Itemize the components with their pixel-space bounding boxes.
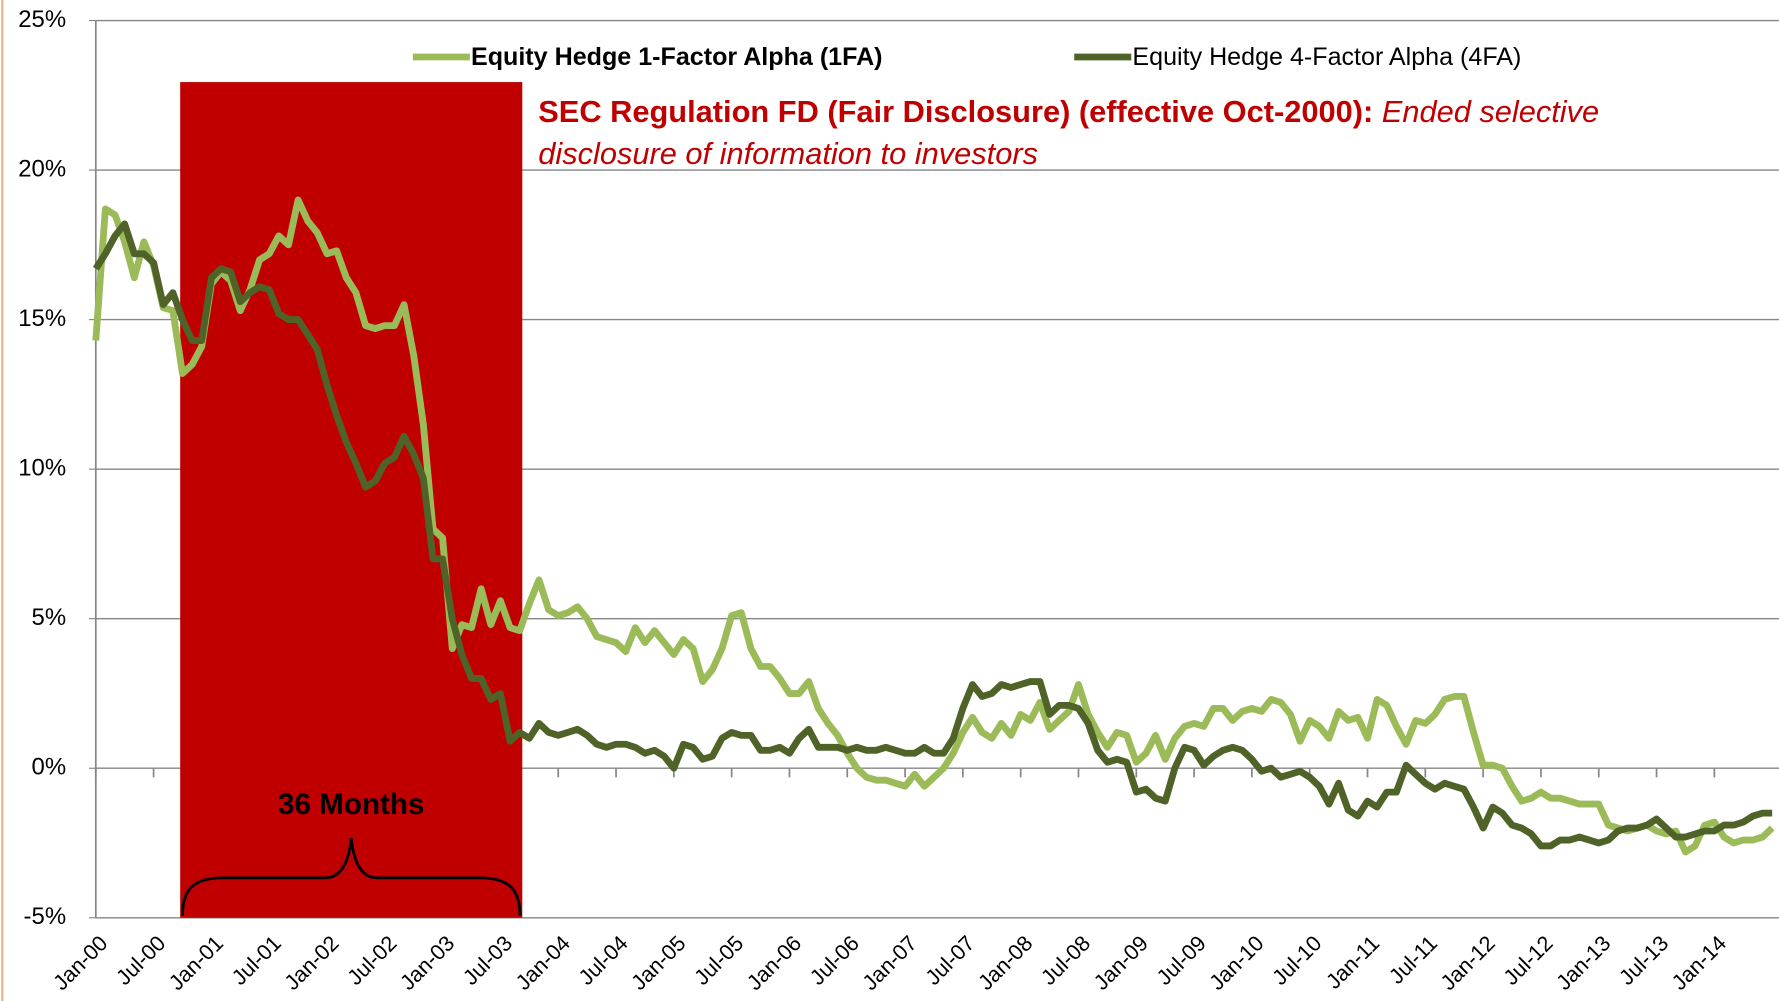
- x-tick-label: Jan-09: [1088, 930, 1153, 994]
- y-tick-label: 15%: [18, 305, 66, 332]
- x-tick-label: Jan-02: [279, 930, 344, 994]
- annotation-title: SEC Regulation FD (Fair Disclosure) (eff…: [538, 94, 1374, 129]
- series-line: [92, 196, 1775, 856]
- x-tick-label: Jan-00: [48, 930, 113, 994]
- legend-label: Equity Hedge 1-Factor Alpha (1FA): [471, 43, 883, 71]
- y-tick-label: 20%: [18, 155, 66, 182]
- x-tick-label: Jul-03: [458, 930, 517, 989]
- x-tick-label: Jan-04: [510, 930, 575, 994]
- series-line: [92, 220, 1773, 850]
- x-tick-label: Jan-03: [395, 930, 460, 994]
- x-tick-label: Jul-09: [1151, 930, 1210, 989]
- y-tick-label: 10%: [18, 454, 66, 481]
- annotation: SEC Regulation FD (Fair Disclosure) (eff…: [538, 91, 1678, 175]
- x-tick-label: Jul-02: [342, 930, 401, 989]
- x-tick-label: Jan-13: [1551, 930, 1616, 994]
- period-brace: [181, 837, 522, 916]
- x-tick-label: Jan-08: [973, 930, 1038, 994]
- y-tick-label: 25%: [18, 6, 66, 33]
- x-tick-label: Jan-07: [857, 930, 922, 994]
- x-tick-label: Jul-05: [689, 930, 748, 989]
- period-label: 36 Months: [278, 788, 425, 821]
- x-tick-label: Jul-13: [1614, 930, 1673, 989]
- x-tick-label: Jan-11: [1321, 930, 1384, 993]
- x-tick-label: Jan-12: [1435, 930, 1500, 994]
- plot: Equity Hedge 1-Factor Alpha (1FA) Equity …: [92, 43, 1775, 856]
- annotation-text: SEC Regulation FD (Fair Disclosure) (eff…: [538, 91, 1678, 175]
- legend-label: Equity Hedge 4-Factor Alpha (4FA): [1132, 43, 1521, 71]
- regulation-period: [180, 82, 523, 918]
- x-tick-label: Jul-07: [920, 930, 979, 989]
- y-tick-label: 5%: [32, 604, 67, 631]
- x-tick-label: Jul-10: [1267, 930, 1326, 989]
- y-tick-label: 0%: [32, 754, 67, 781]
- x-tick-label: Jul-06: [805, 930, 864, 989]
- x-tick-label: Jan-14: [1667, 930, 1732, 994]
- y-tick-label: -5%: [24, 903, 67, 930]
- x-tick-label: Jul-12: [1498, 930, 1557, 989]
- x-tick-label: Jul-01: [227, 930, 286, 989]
- x-tick-label: Jul-04: [573, 930, 632, 989]
- x-tick-label: Jan-10: [1204, 930, 1269, 994]
- x-tick-label: Jul-08: [1036, 930, 1095, 989]
- x-tick-label: Jul-00: [111, 930, 170, 989]
- x-tick-label: Jan-01: [164, 930, 229, 994]
- x-tick-label: Jan-06: [742, 930, 807, 994]
- x-tick-label: Jan-05: [626, 930, 691, 994]
- annotation-body: Ended selective disclosure of informatio…: [538, 94, 1600, 172]
- x-tick-label: Jul-11: [1384, 930, 1442, 988]
